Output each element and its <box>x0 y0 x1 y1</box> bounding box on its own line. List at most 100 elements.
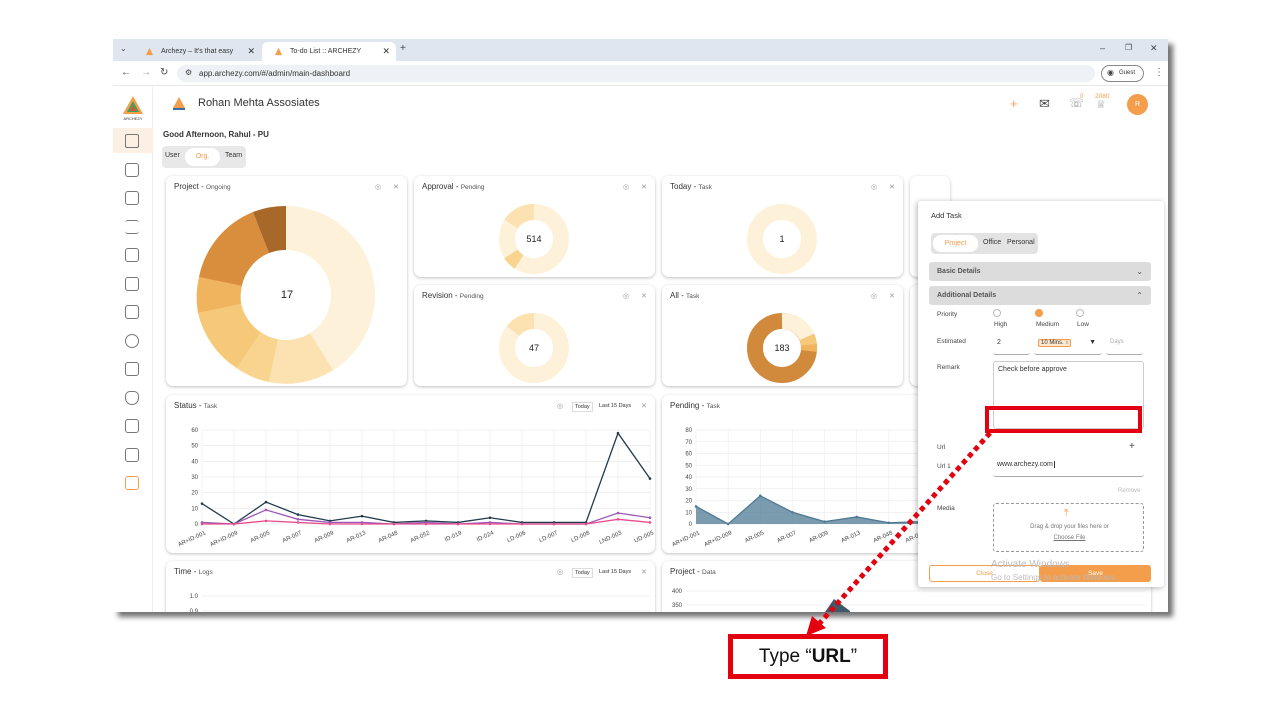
save-button[interactable]: Save <box>1040 565 1151 582</box>
hide-icon[interactable]: ◎ <box>557 403 564 410</box>
approval-count: 514 <box>526 234 542 244</box>
days-input[interactable]: Days <box>1106 335 1143 355</box>
close-card-icon[interactable]: ✕ <box>641 569 647 576</box>
data-point <box>648 521 652 524</box>
project-count: 17 <box>280 289 294 301</box>
estimated-label: Estimated <box>937 338 966 345</box>
x-tick-label: ID-024 <box>476 530 495 543</box>
maximize-icon[interactable]: ❐ <box>1125 43 1133 52</box>
close-card-icon[interactable]: ✕ <box>889 293 895 300</box>
tab-search-icon[interactable]: ⌄ <box>120 44 127 53</box>
premium-icon[interactable] <box>125 476 139 490</box>
donut-slice-5 <box>198 304 261 368</box>
filter-last-15-days[interactable]: Last 15 Days <box>599 569 632 575</box>
clipboard-icon[interactable] <box>125 163 139 177</box>
tab-label: To-do List :: ARCHEZY <box>290 48 362 55</box>
priority-medium-radio[interactable] <box>1035 309 1043 317</box>
avatar[interactable]: R <box>1127 94 1148 115</box>
home-icon[interactable] <box>125 134 139 148</box>
mail-icon[interactable]: ✉ <box>1039 96 1050 111</box>
y-tick-label: 60 <box>191 428 198 434</box>
window-close-icon[interactable]: ✕ <box>1150 43 1158 53</box>
add-url-button[interactable]: + <box>1129 441 1135 452</box>
hierarchy-icon[interactable] <box>125 448 139 462</box>
view-tab-org[interactable]: Org. <box>185 148 220 166</box>
url1-input[interactable]: www.archezy.com <box>993 457 1144 477</box>
priority-low-radio[interactable] <box>1076 309 1084 317</box>
site-settings-icon[interactable]: ⚙ <box>185 68 193 77</box>
report-icon[interactable] <box>125 419 139 433</box>
close-tab-icon[interactable]: ✕ <box>382 46 390 56</box>
close-card-icon[interactable]: ✕ <box>641 403 647 410</box>
folder-icon[interactable] <box>125 362 139 376</box>
priority-low-label: Low <box>1077 321 1089 328</box>
view-tab-user[interactable]: User <box>165 152 180 159</box>
filter-today[interactable]: Today <box>572 402 593 412</box>
close-card-icon[interactable]: ✕ <box>889 184 895 191</box>
activate-windows-title: Activate Windows <box>991 559 1070 570</box>
filter-last-15-days[interactable]: Last 15 Days <box>599 403 632 409</box>
back-icon[interactable]: ← <box>121 67 131 78</box>
type-project[interactable]: Project <box>933 235 978 252</box>
type-personal[interactable]: Personal <box>1007 239 1035 246</box>
shield-icon[interactable] <box>125 391 139 405</box>
remark-label: Remark <box>937 364 960 371</box>
archezy-favicon-icon <box>274 47 283 56</box>
revision-card: Revision - Pending ◎ ✕ 47 <box>414 285 655 386</box>
view-tab-team[interactable]: Team <box>225 152 243 159</box>
forward-icon[interactable]: → <box>141 67 151 78</box>
priority-high-radio[interactable] <box>993 309 1001 317</box>
hide-icon[interactable]: ◎ <box>871 184 878 191</box>
minimize-icon[interactable]: – <box>1100 43 1106 53</box>
filter-today[interactable]: Today <box>572 568 593 578</box>
url-text: app.archezy.com/#/admin/main-dashboard <box>199 69 351 78</box>
x-tick-label: AR-007 <box>776 530 798 544</box>
task-icon[interactable] <box>125 277 139 291</box>
close-card-icon[interactable]: ✕ <box>641 184 647 191</box>
x-tick-label: LD-008 <box>570 530 591 544</box>
edit-icon[interactable] <box>125 248 139 262</box>
hide-icon[interactable]: ◎ <box>623 293 630 300</box>
browser-tab-todo[interactable]: To-do List :: ARCHEZY ✕ <box>262 42 396 61</box>
hide-icon[interactable]: ◎ <box>557 569 564 576</box>
estimated-unit-select[interactable]: 10 Mins. x ▼ <box>1034 335 1102 355</box>
project-donut-chart <box>196 205 375 384</box>
hide-icon[interactable]: ◎ <box>871 293 878 300</box>
reload-icon[interactable]: ↻ <box>160 67 169 78</box>
close-tab-icon[interactable]: ✕ <box>247 46 255 56</box>
browser-menu-icon[interactable]: ⋮ <box>1154 67 1164 78</box>
list-icon[interactable] <box>125 220 139 234</box>
task-type-switcher: Project Office Personal <box>931 233 1038 254</box>
basic-details-accordion[interactable]: Basic Details ⌄ <box>929 262 1151 281</box>
company-logo <box>173 97 185 110</box>
remove-url-link[interactable]: Remove <box>1118 488 1141 494</box>
y-tick-label: 400 <box>672 589 683 595</box>
today-donut-chart <box>747 204 817 274</box>
new-tab-button[interactable]: + <box>400 43 406 54</box>
close-card-icon[interactable]: ✕ <box>641 293 647 300</box>
add-icon[interactable]: + <box>1010 96 1018 111</box>
chat-icon[interactable]: ☏ <box>1069 96 1085 110</box>
hide-icon[interactable]: ◎ <box>623 184 630 191</box>
profile-button[interactable]: ◉ Guest <box>1101 65 1144 82</box>
hide-icon[interactable]: ◎ <box>375 184 382 191</box>
activate-windows-subtitle: Go to Settings to activate Windows. <box>991 573 1118 582</box>
data-point <box>584 522 588 526</box>
media-dropzone[interactable]: ⤒ Drag & drop your files here or Choose … <box>993 503 1144 552</box>
checklist-icon[interactable] <box>125 191 139 205</box>
estimated-number-input[interactable]: 2 <box>993 335 1030 355</box>
y-tick-label: 30 <box>191 475 198 481</box>
document-icon[interactable] <box>125 305 139 319</box>
choose-file-link[interactable]: Choose File <box>1053 535 1086 541</box>
type-office[interactable]: Office <box>983 239 1002 246</box>
address-bar[interactable]: ⚙ app.archezy.com/#/admin/main-dashboard <box>177 65 1095 82</box>
remark-textarea[interactable]: Check before approve <box>993 361 1144 429</box>
x-tick-label: UD-005 <box>634 530 655 544</box>
trophy-icon[interactable]: ♕ <box>1096 99 1106 111</box>
additional-details-accordion[interactable]: Additional Details ⌃ <box>929 286 1151 305</box>
browser-tab-archezy[interactable]: Archezy – It's that easy ✕ <box>133 42 261 61</box>
close-card-icon[interactable]: ✕ <box>393 184 399 191</box>
data-point <box>488 516 492 520</box>
timer-icon[interactable] <box>125 334 139 348</box>
x-tick-label: AR-009 <box>808 530 830 544</box>
